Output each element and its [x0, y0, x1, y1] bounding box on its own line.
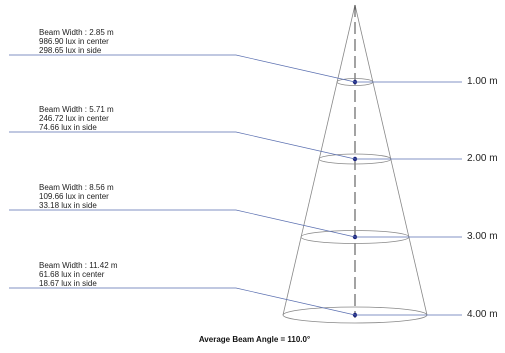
beam-width-label: Beam Width : 5.71 m	[39, 105, 114, 114]
center-lux-label: 61.68 lux in center	[39, 270, 105, 279]
beam-width-label: Beam Width : 2.85 m	[39, 28, 114, 37]
level-info-2: Beam Width : 5.71 m 246.72 lux in center…	[39, 105, 114, 132]
side-lux-label: 298.65 lux in side	[39, 46, 102, 55]
cone-right-edge	[354, 4, 428, 316]
beam-angle-caption: Average Beam Angle = 110.0°	[0, 335, 505, 344]
distance-label-3: 3.00 m	[467, 231, 498, 242]
center-lux-label: 986.90 lux in center	[39, 37, 109, 46]
label-leader-line-3	[9, 209, 356, 238]
distance-label-1: 1.00 m	[467, 76, 498, 87]
distance-label-4: 4.00 m	[467, 309, 498, 320]
side-lux-label: 74.66 lux in side	[39, 123, 97, 132]
beam-angle-text: Average Beam Angle = 110.0°	[198, 335, 311, 344]
label-leader-line-2	[9, 131, 356, 160]
distance-label-2: 2.00 m	[467, 153, 498, 164]
beam-width-label: Beam Width : 8.56 m	[39, 183, 114, 192]
center-lux-label: 109.66 lux in center	[39, 192, 109, 201]
label-leader-line-1	[9, 54, 356, 83]
beam-width-label: Beam Width : 11.42 m	[39, 261, 118, 270]
level-info-1: Beam Width : 2.85 m 986.90 lux in center…	[39, 28, 114, 55]
side-lux-label: 18.67 lux in side	[39, 279, 97, 288]
side-lux-label: 33.18 lux in side	[39, 201, 97, 210]
level-info-4: Beam Width : 11.42 m 61.68 lux in center…	[39, 261, 118, 288]
center-lux-label: 246.72 lux in center	[39, 114, 109, 123]
cone-left-edge	[282, 4, 356, 316]
label-leader-line-4	[9, 287, 356, 316]
level-info-3: Beam Width : 8.56 m 109.66 lux in center…	[39, 183, 114, 210]
